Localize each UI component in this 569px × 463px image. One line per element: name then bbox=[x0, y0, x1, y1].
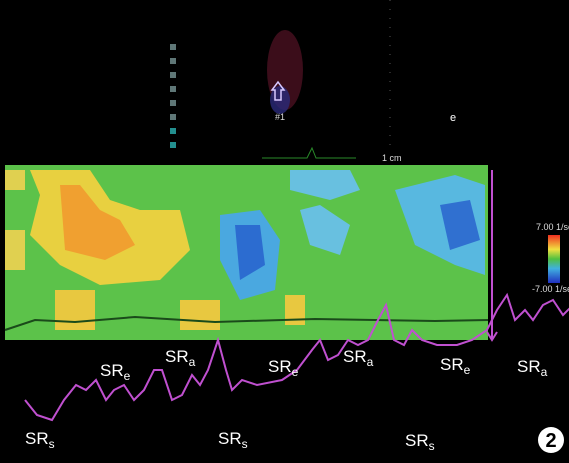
scale-min: -7.00 1/sec bbox=[532, 284, 569, 294]
panel-number: 2 bbox=[545, 430, 556, 452]
screenshot: #1 e 1 cm 7.00 1/sec -7.00 1/sec SRe SRa… bbox=[0, 0, 569, 463]
strain-rate-map bbox=[5, 165, 497, 340]
cursor-label: #1 bbox=[275, 112, 285, 122]
scale-max: 7.00 1/sec bbox=[536, 222, 569, 232]
scale-label: 1 cm bbox=[382, 153, 402, 163]
marker: e bbox=[450, 112, 456, 124]
